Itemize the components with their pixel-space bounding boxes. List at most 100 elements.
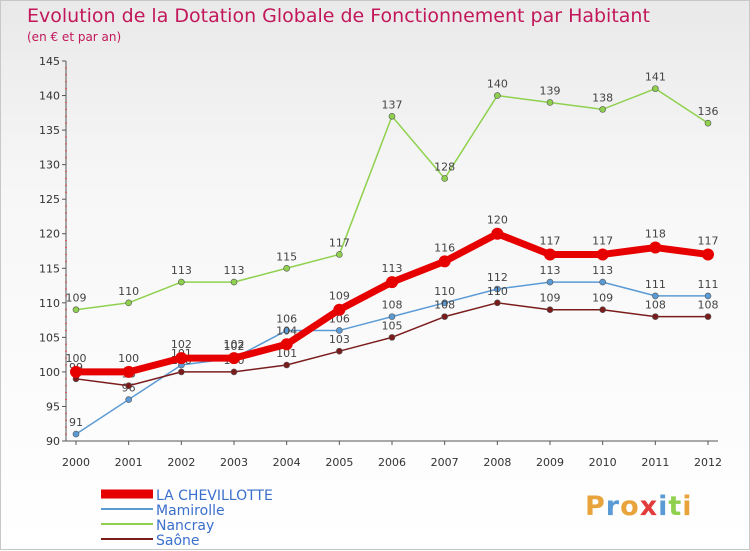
data-point [652,85,659,92]
data-point [388,112,396,120]
data-label: 118 [645,228,666,241]
y-tick-label: 100 [39,366,60,379]
data-point [333,303,346,316]
x-tick-label: 2001 [115,456,143,469]
data-point [283,264,290,272]
x-tick-label: 2010 [589,456,617,469]
data-label: 117 [698,234,719,247]
data-point [230,368,238,376]
data-label: 106 [276,312,297,325]
data-label: 108 [382,299,403,312]
data-point [652,292,659,300]
data-point [230,278,238,286]
data-label: 104 [276,324,297,337]
logo-letter: i [682,491,693,522]
logo-letter: P [585,491,606,522]
data-label: 139 [540,84,561,97]
data-point [228,352,240,365]
legend-label: Saône [156,533,200,549]
x-tick-label: 2008 [483,456,511,469]
y-tick-label: 130 [39,159,60,172]
data-label: 108 [434,299,455,312]
data-label: 109 [592,292,613,305]
data-point [546,99,554,106]
data-label: 137 [382,98,403,111]
legend-label: LA CHEVILLOTTE [156,488,273,504]
data-point [546,306,554,314]
data-label: 102 [171,338,192,351]
y-tick-label: 110 [39,297,60,310]
y-tick-label: 120 [39,228,60,241]
legend-label: Nancray [156,518,214,534]
y-tick-label: 125 [39,193,60,206]
data-label: 136 [698,105,719,118]
data-label: 113 [382,262,403,275]
data-point [336,327,343,334]
x-tick-label: 2005 [325,456,353,469]
data-point [125,382,132,390]
data-label: 117 [592,234,613,247]
data-point [546,278,554,286]
data-point [441,299,448,307]
logo-letter: i [658,491,669,522]
data-label: 116 [434,241,455,254]
x-tick-label: 2007 [431,456,459,469]
data-label: 102 [224,340,245,353]
data-point [441,175,448,182]
logo-letter: x [639,491,659,522]
data-point [704,119,712,127]
data-point [283,327,290,334]
proxiti-logo: Proxiti [585,491,693,522]
data-label: 120 [487,214,508,227]
x-tick-label: 2009 [536,456,564,469]
data-label: 140 [487,78,508,91]
data-point [336,347,343,355]
data-label: 110 [434,285,455,298]
data-point [494,92,501,99]
y-tick-label: 90 [46,435,60,448]
data-point [438,255,451,268]
data-label: 138 [592,91,613,104]
data-label: 100 [66,352,87,365]
data-label: 102 [224,338,245,351]
data-point [336,251,343,258]
data-label: 117 [540,234,561,247]
data-label: 108 [645,299,666,312]
logo-letter: r [605,491,621,522]
data-label: 113 [171,264,192,277]
data-label: 128 [434,160,455,173]
logo-letter: t [668,491,683,522]
data-label: 141 [645,71,666,84]
data-label: 113 [540,264,561,277]
data-point [388,313,396,320]
data-label: 110 [487,285,508,298]
x-tick-label: 2006 [378,456,406,469]
data-point [178,368,185,376]
x-tick-label: 2012 [694,456,722,469]
data-label: 111 [645,278,666,291]
data-point [178,278,185,286]
data-label: 113 [224,264,245,277]
data-label: 117 [329,236,350,249]
y-tick-label: 145 [39,55,60,68]
data-point [441,313,448,320]
data-point [596,248,609,261]
data-label: 112 [487,271,508,284]
data-point [280,338,293,351]
data-label: 109 [66,292,87,305]
y-tick-label: 115 [39,262,60,275]
data-point [125,299,132,307]
data-label: 109 [329,290,350,303]
data-label: 105 [382,319,403,332]
data-point [125,396,132,403]
data-point [702,248,714,261]
data-point [175,352,188,365]
data-label: 91 [69,416,83,429]
y-tick-label: 140 [39,90,60,103]
data-label: 111 [698,278,719,291]
y-tick-label: 135 [39,124,60,137]
data-label: 108 [698,299,719,312]
data-point [649,241,662,254]
data-point [283,361,290,369]
